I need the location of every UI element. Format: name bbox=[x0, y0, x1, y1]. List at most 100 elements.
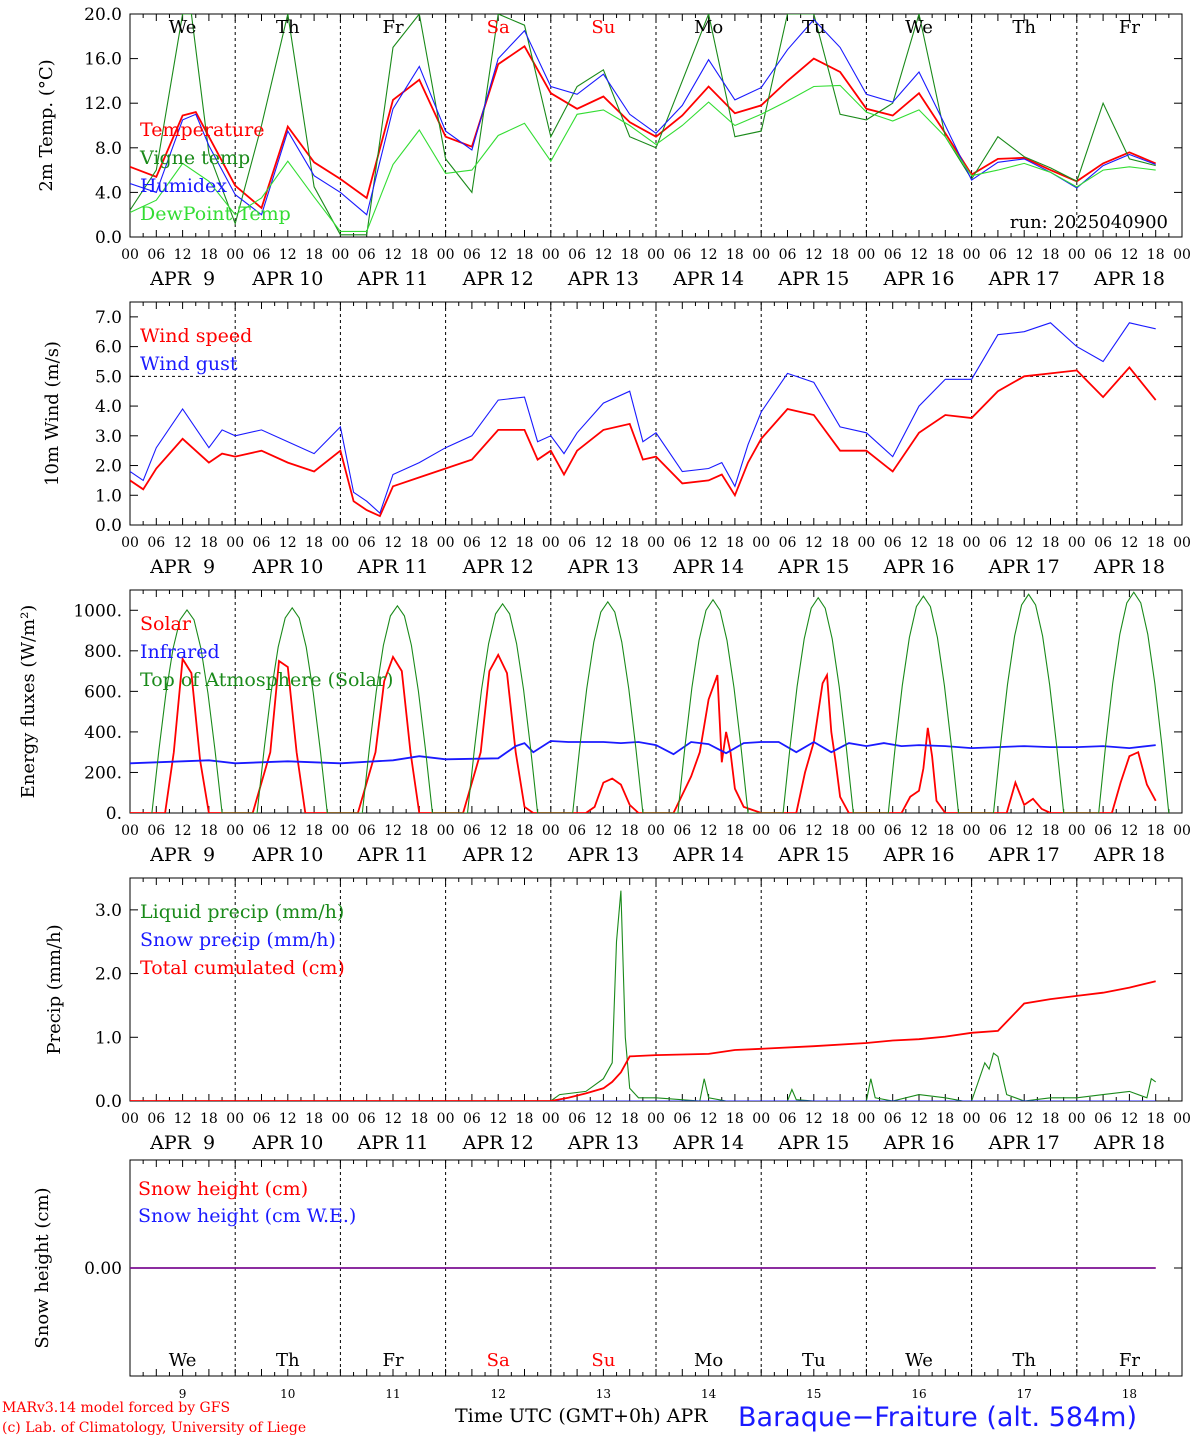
series-blue-line bbox=[130, 18, 1156, 216]
hour-tick-label: 12 bbox=[1015, 1111, 1033, 1127]
hour-tick-label: 12 bbox=[805, 1111, 823, 1127]
hour-tick-label: 18 bbox=[621, 535, 639, 551]
hour-tick-label: 12 bbox=[700, 823, 718, 839]
hour-tick-label: 06 bbox=[989, 823, 1007, 839]
hour-tick-label: 06 bbox=[568, 1111, 586, 1127]
hour-tick-label: 06 bbox=[1094, 823, 1112, 839]
legend-blue: Snow precip (mm/h) bbox=[140, 929, 336, 951]
hour-tick-label: 06 bbox=[989, 247, 1007, 263]
date-label: APR 13 bbox=[567, 1132, 639, 1154]
hour-tick-label: 00 bbox=[647, 535, 665, 551]
hour-tick-label: 18 bbox=[831, 535, 849, 551]
hour-tick-label: 18 bbox=[410, 247, 428, 263]
hour-tick-label: 06 bbox=[1094, 247, 1112, 263]
y-tick-label: 8.0 bbox=[95, 139, 122, 159]
hour-tick-label: 00 bbox=[1068, 823, 1086, 839]
hour-tick-label: 18 bbox=[726, 1111, 744, 1127]
hour-tick-label: 12 bbox=[805, 247, 823, 263]
series-lightgreen-line bbox=[130, 84, 1156, 232]
hour-tick-label: 18 bbox=[1147, 1111, 1165, 1127]
hour-tick-label: 06 bbox=[253, 1111, 271, 1127]
day-number-label: 12 bbox=[491, 1387, 506, 1401]
series-green-line bbox=[130, 14, 1156, 236]
weekday-label: Tu bbox=[802, 17, 826, 38]
hour-tick-label: 06 bbox=[989, 1111, 1007, 1127]
legend-lightgreen: DewPoint Temp bbox=[140, 203, 291, 225]
hour-tick-label: 18 bbox=[726, 823, 744, 839]
date-label: APR 16 bbox=[882, 1132, 954, 1154]
y-tick-label: 2.0 bbox=[95, 457, 122, 477]
hour-tick-label: 06 bbox=[1094, 1111, 1112, 1127]
date-label: APR 15 bbox=[777, 1132, 849, 1154]
hour-tick-label: 18 bbox=[936, 535, 954, 551]
date-label: APR 11 bbox=[356, 268, 428, 290]
hour-tick-label: 06 bbox=[673, 1111, 691, 1127]
y-tick-label: 6.0 bbox=[95, 338, 122, 358]
legend-blue: Humidex bbox=[140, 175, 227, 197]
hour-tick-label: 06 bbox=[779, 535, 797, 551]
hour-tick-label: 00 bbox=[542, 535, 560, 551]
hour-tick-label: 06 bbox=[147, 247, 165, 263]
day-number-label: 11 bbox=[385, 1387, 400, 1401]
hour-tick-label: 00 bbox=[752, 535, 770, 551]
hour-tick-label: 18 bbox=[305, 1111, 323, 1127]
hour-tick-label: 12 bbox=[279, 535, 297, 551]
date-label: APR 15 bbox=[777, 844, 849, 866]
hour-tick-label: 12 bbox=[279, 823, 297, 839]
hour-tick-label: 12 bbox=[489, 1111, 507, 1127]
date-label: APR 18 bbox=[1093, 844, 1165, 866]
date-label: APR 9 bbox=[149, 844, 215, 866]
y-tick-label: 5.0 bbox=[95, 367, 122, 387]
y-tick-label: 3.0 bbox=[95, 901, 122, 921]
date-label: APR 18 bbox=[1093, 1132, 1165, 1154]
weekday-label: Th bbox=[1012, 17, 1036, 38]
hour-tick-label: 12 bbox=[174, 823, 192, 839]
hour-tick-label: 06 bbox=[147, 823, 165, 839]
hour-tick-label: 06 bbox=[463, 823, 481, 839]
date-label: APR 9 bbox=[149, 268, 215, 290]
hour-tick-label: 18 bbox=[305, 535, 323, 551]
hour-tick-label: 06 bbox=[673, 823, 691, 839]
y-tick-label: 1.0 bbox=[95, 486, 122, 506]
y-tick-label: 7.0 bbox=[95, 308, 122, 328]
weekday-label: Th bbox=[276, 1350, 300, 1371]
hour-tick-label: 06 bbox=[1094, 535, 1112, 551]
hour-tick-label: 06 bbox=[358, 535, 376, 551]
hour-tick-label: 18 bbox=[200, 1111, 218, 1127]
date-label: APR 17 bbox=[988, 844, 1060, 866]
y-tick-label: 0.0 bbox=[95, 516, 122, 536]
hour-tick-label: 12 bbox=[174, 247, 192, 263]
day-number-label: 10 bbox=[280, 1387, 295, 1401]
hour-tick-label: 06 bbox=[253, 247, 271, 263]
date-label: APR 18 bbox=[1093, 556, 1165, 578]
hour-tick-label: 18 bbox=[1147, 247, 1165, 263]
date-label: APR 14 bbox=[672, 844, 744, 866]
day-number-label: 13 bbox=[596, 1387, 611, 1401]
weekday-label: Sa bbox=[487, 17, 510, 38]
hour-tick-label: 12 bbox=[700, 1111, 718, 1127]
hour-tick-label: 06 bbox=[884, 535, 902, 551]
y-axis-label: 10m Wind (m/s) bbox=[42, 341, 63, 486]
hour-tick-label: 00 bbox=[226, 535, 244, 551]
hour-tick-label: 00 bbox=[857, 535, 875, 551]
date-label: APR 15 bbox=[777, 556, 849, 578]
hour-tick-label: 06 bbox=[779, 1111, 797, 1127]
hour-tick-label: 12 bbox=[174, 1111, 192, 1127]
hour-tick-label: 18 bbox=[831, 247, 849, 263]
legend-green: Liquid precip (mm/h) bbox=[140, 901, 344, 923]
hour-tick-label: 12 bbox=[910, 823, 928, 839]
weekday-label: Fr bbox=[382, 1350, 403, 1371]
hour-tick-label: 00 bbox=[1173, 1111, 1191, 1127]
hour-tick-label: 12 bbox=[279, 247, 297, 263]
y-axis-label: Precip (mm/h) bbox=[44, 924, 65, 1054]
hour-tick-label: 06 bbox=[568, 247, 586, 263]
hour-tick-label: 06 bbox=[463, 535, 481, 551]
hour-tick-label: 00 bbox=[331, 535, 349, 551]
legend-blue: Snow height (cm W.E.) bbox=[138, 1205, 356, 1227]
y-tick-label: 20.0 bbox=[84, 5, 122, 25]
y-tick-label: 0.0 bbox=[95, 228, 122, 248]
y-tick-label: 2.0 bbox=[95, 965, 122, 985]
hour-tick-label: 18 bbox=[726, 247, 744, 263]
hour-tick-label: 18 bbox=[936, 1111, 954, 1127]
hour-tick-label: 00 bbox=[331, 1111, 349, 1127]
